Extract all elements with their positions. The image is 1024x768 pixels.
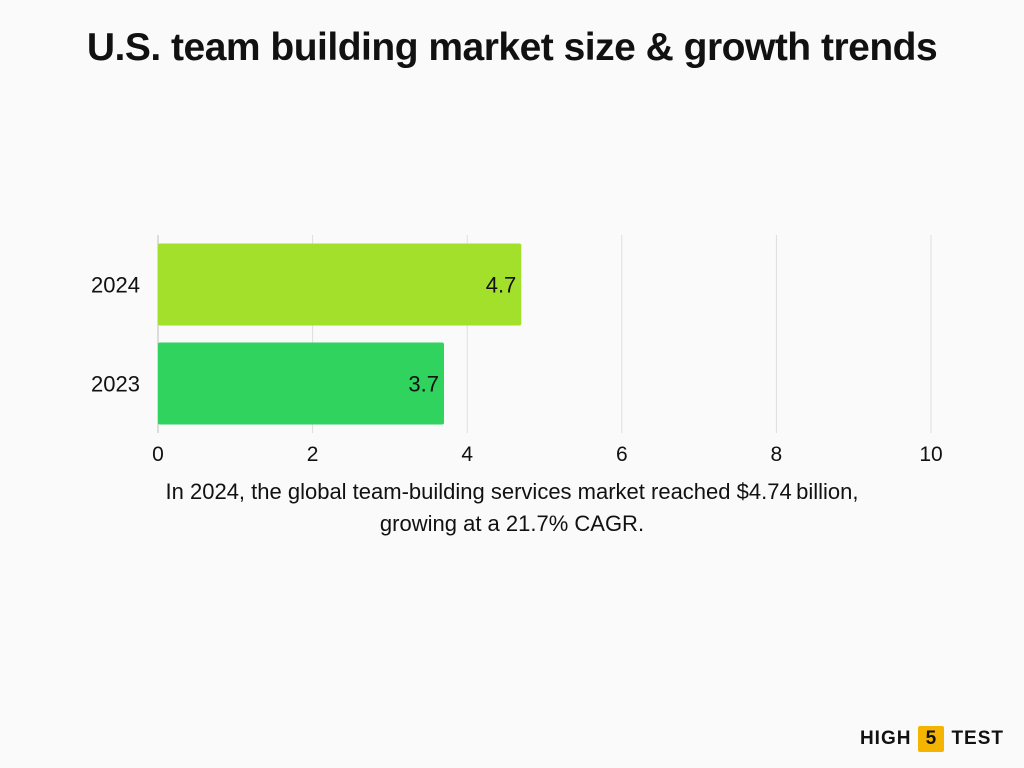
logo-text-left: HIGH [859,728,912,749]
bar-2023 [158,342,445,425]
data-label: 3.7 [408,372,439,397]
logo-text-right: TEST [951,728,1004,749]
category-label: 2024 [91,273,140,298]
logo-badge: 5 [918,726,945,752]
brand-logo: HIGH 5 TEST [860,726,1004,752]
data-label: 4.7 [486,273,517,298]
x-tick-label: 8 [771,443,783,466]
category-label: 2023 [91,372,140,397]
chart-title: U.S. team building market size & growth … [86,26,938,69]
x-tick-label: 2 [307,443,319,466]
x-tick-label: 6 [616,443,628,466]
x-tick-label: 0 [152,443,164,466]
chart-caption: In 2024, the global team-building servic… [165,479,859,536]
bar-2024 [158,243,522,326]
x-tick-label: 10 [919,443,942,466]
x-tick-label: 4 [461,443,473,466]
